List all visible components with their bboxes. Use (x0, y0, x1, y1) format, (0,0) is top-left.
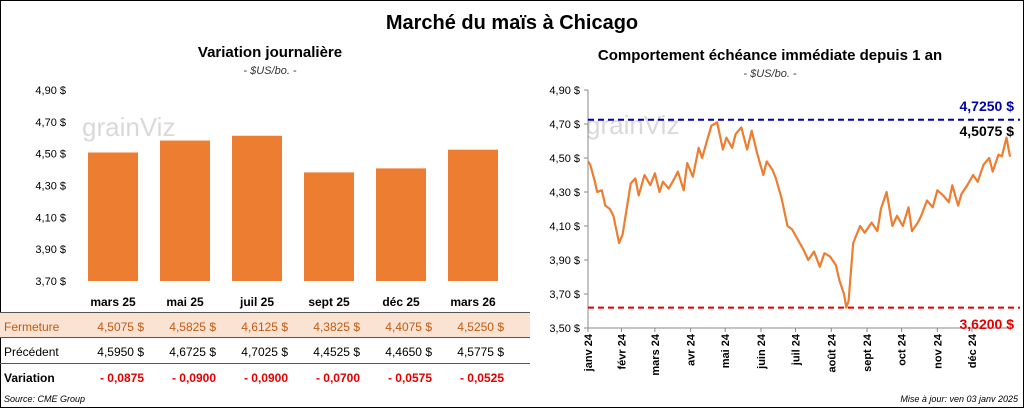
left-chart-unit: - $US/bo. - (243, 65, 297, 77)
table-cell: 4,6125 $ (241, 320, 288, 334)
y-tick-label: 4,10 $ (549, 221, 580, 233)
table-cell: - 0,0875 (99, 371, 144, 385)
x-tick-label: juil 24 (791, 333, 803, 366)
right-chart-title: Comportement échéance immédiate depuis 1… (597, 47, 943, 64)
x-tick-label: févr 24 (616, 333, 628, 369)
y-tick-label: 4,10 $ (35, 212, 66, 224)
x-tick-label: oct 24 (897, 333, 909, 366)
update-note: Mise à jour: ven 03 janv 2025 (900, 394, 1018, 404)
bar (160, 140, 210, 281)
table-cell: 4,3825 $ (313, 320, 360, 334)
x-tick-label: déc 25 (382, 295, 420, 309)
x-tick-label: mars 24 (650, 333, 662, 375)
x-tick-label: mars 26 (450, 295, 496, 309)
y-tick-label: 4,30 $ (549, 187, 580, 199)
main-title: Marché du maïs à Chicago (385, 12, 639, 34)
row-label-precedent: Précédent (4, 345, 59, 359)
right-watermark: grainViz (586, 110, 679, 140)
table-cell: 4,4525 $ (313, 345, 360, 359)
table-cell: 4,5075 $ (97, 320, 144, 334)
table-row-precedent: Précédent 4,5950 $ 4,6725 $ 4,7025 $ 4,4… (0, 338, 530, 364)
table-cell: - 0,0700 (315, 371, 360, 385)
x-tick-label: nov 24 (932, 333, 944, 369)
table-cell: - 0,0525 (459, 371, 504, 385)
left-chart-title: Variation journalière (197, 44, 343, 61)
bar (88, 152, 138, 281)
bar (448, 149, 498, 281)
y-tick-label: 4,90 $ (35, 85, 66, 97)
x-tick-label: avr 24 (686, 333, 698, 366)
table-cell: 4,6725 $ (169, 345, 216, 359)
table-row-fermeture: Fermeture 4,5075 $ 4,5825 $ 4,6125 $ 4,3… (0, 312, 530, 338)
table-cell: - 0,0900 (171, 371, 216, 385)
x-tick-label: août 24 (826, 333, 838, 372)
x-tick-label: juil 25 (239, 295, 274, 309)
table-cell: 4,4075 $ (385, 320, 432, 334)
row-label-variation: Variation (4, 371, 55, 385)
x-tick-label: juin 24 (756, 333, 768, 370)
line-chart: grainViz 3,50 $ 3,70 $ 3,90 $ 4,10 $ 4,30 $ 4… (549, 85, 1020, 376)
price-series-line (587, 121, 1012, 309)
table-cell: 4,7025 $ (241, 345, 288, 359)
table-cell: 4,5825 $ (169, 320, 216, 334)
x-tick-label: déc 24 (967, 333, 979, 368)
y-tick-label: 4,50 $ (35, 149, 66, 161)
y-tick-label: 4,70 $ (549, 119, 580, 131)
table-cell: 4,5250 $ (457, 320, 504, 334)
x-tick-label: janv 24 (583, 333, 595, 372)
table-row-variation: Variation - 0,0875 - 0,0900 - 0,0900 - 0… (0, 364, 530, 390)
y-tick-label: 3,90 $ (549, 255, 580, 267)
y-tick-label: 4,50 $ (549, 153, 580, 165)
row-label-fermeture: Fermeture (4, 320, 60, 334)
right-chart-unit: - $US/bo. - (743, 68, 797, 80)
table-cell: 4,5775 $ (457, 345, 504, 359)
y-tick-label: 3,50 $ (549, 323, 580, 335)
x-tick-label: mai 25 (166, 295, 204, 309)
y-tick-label: 4,30 $ (35, 181, 66, 193)
min-label: 3,6200 $ (960, 316, 1015, 332)
bar (376, 168, 426, 281)
max-label: 4,7250 $ (960, 98, 1015, 114)
left-watermark: grainViz (82, 112, 175, 142)
x-tick-label: mars 25 (90, 295, 136, 309)
bar (304, 172, 354, 281)
y-tick-label: 4,70 $ (35, 117, 66, 129)
table-cell: - 0,0575 (387, 371, 432, 385)
x-tick-label: sept 25 (308, 295, 350, 309)
x-tick-label: sept 24 (862, 333, 874, 372)
y-tick-label: 4,90 $ (549, 85, 580, 97)
bar (232, 135, 282, 281)
y-tick-label: 3,90 $ (35, 244, 66, 256)
last-value-label: 4,5075 $ (960, 123, 1015, 139)
bar-chart: grainViz 3,70 $ 3,90 $ 4,10 $ 4,30 $ 4,50 $ 4… (35, 85, 498, 309)
y-tick-label: 3,70 $ (549, 289, 580, 301)
source-note: Source: CME Group (4, 394, 86, 404)
y-tick-label: 3,70 $ (35, 276, 66, 288)
table-cell: 4,5950 $ (97, 345, 144, 359)
x-tick-label: mai 24 (720, 333, 732, 368)
table-cell: - 0,0900 (243, 371, 288, 385)
table-cell: 4,4650 $ (385, 345, 432, 359)
